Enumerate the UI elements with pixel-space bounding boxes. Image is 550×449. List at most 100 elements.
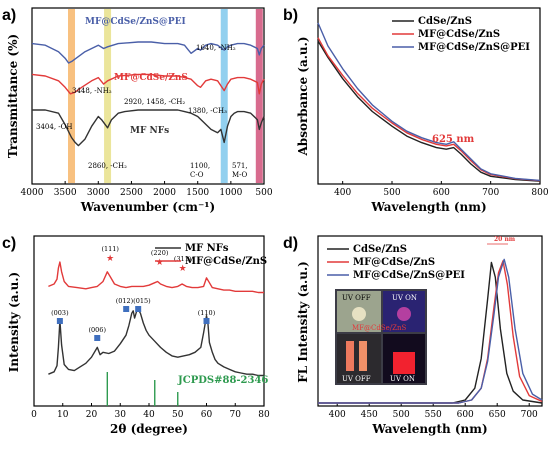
d-xtick-label-3: 550 xyxy=(425,410,442,420)
panel-c-xlabel: 2θ (degree) xyxy=(110,422,188,436)
annotation-1100: 1100, xyxy=(190,162,210,170)
c-square-marker-4 xyxy=(94,335,101,341)
panel-b-ylabel: Absorbance (a.u.) xyxy=(296,36,310,156)
d-series-0 xyxy=(318,261,543,404)
c-series-0 xyxy=(48,307,264,377)
panel-d-label: d) xyxy=(283,235,298,252)
annotation-20nm: 20 nm xyxy=(494,236,516,243)
jcpds-label: JCPDS#88-2346 xyxy=(177,375,268,386)
panel-c: c) 0 10 20 30 40 50 60 70 80 ★(111)★(220)★(311)(… xyxy=(2,235,270,436)
c-xtick-label-3: 30 xyxy=(115,410,127,420)
annotation-625nm: 625 nm xyxy=(432,134,475,145)
c-xtick-label-7: 70 xyxy=(230,410,242,420)
b-xtick-label-2: 600 xyxy=(433,188,450,198)
c-peak-label-6: (110) xyxy=(198,309,216,317)
b-xtick-label-1: 500 xyxy=(383,188,400,198)
a-band-3 xyxy=(255,9,263,183)
d-series-2 xyxy=(318,258,543,404)
a-series-1 xyxy=(31,73,265,95)
c-star-marker-0: ★ xyxy=(106,254,114,264)
inset-vial-1 xyxy=(346,341,354,371)
c-xtick-label-8: 80 xyxy=(258,410,270,420)
d-legend-entry-1: MF@CdSe/ZnS xyxy=(353,257,435,268)
panel-d-xlabel: Wavelength (nm) xyxy=(371,422,487,436)
a-band-1 xyxy=(104,9,112,183)
annotation-1640: 1640, -NH₂ xyxy=(196,44,236,52)
c-peak-label-0: (111) xyxy=(101,245,119,253)
series-label-mfnfs: MF NFs xyxy=(130,126,169,136)
panel-a-frame xyxy=(31,7,265,185)
c-square-marker-5a xyxy=(123,306,130,312)
annotation-571: 571, xyxy=(232,162,248,170)
panel-c-ylabel: Intensity (a.u.) xyxy=(7,272,21,372)
inset-label-uv-off-bottom: UV OFF xyxy=(342,375,371,383)
a-series-2 xyxy=(32,109,265,147)
d-xtick-label-5: 650 xyxy=(489,410,506,420)
a-xtick-label-4: 2000 xyxy=(153,188,176,198)
series-label-mfcdse: MF@CdSe/ZnS xyxy=(114,73,188,83)
b-legend-entry-0: CdSe/ZnS xyxy=(418,16,472,27)
c-xtick-label-6: 60 xyxy=(201,410,213,420)
c-xtick-label-0: 0 xyxy=(31,410,37,420)
a-xtick-label-7: 500 xyxy=(255,188,272,198)
b-xtick-label-3: 700 xyxy=(482,188,499,198)
b-xtick-label-0: 400 xyxy=(334,188,351,198)
inset-label-uv-on-bottom: UV ON xyxy=(390,375,415,383)
annotation-1380: 1380, -CH₃ xyxy=(188,107,227,115)
panel-b-frame xyxy=(317,7,541,185)
panel-b-xlabel: Wavelength (nm) xyxy=(370,200,486,214)
panel-a: a) 4000 3500 3000 2500 2000 1500 1000 500 Waven… xyxy=(2,7,273,214)
b-legend-entry-1: MF@CdSe/ZnS xyxy=(418,29,500,40)
b-series-2 xyxy=(317,22,541,182)
c-legend-entry-0: MF NFs xyxy=(185,243,229,254)
panel-c-label: c) xyxy=(2,235,16,252)
d-xtick-label-6: 700 xyxy=(521,410,538,420)
d-xtick-label-1: 450 xyxy=(361,410,378,420)
c-xtick-label-2: 20 xyxy=(86,410,98,420)
d-legend-entry-2: MF@CdSe/ZnS@PEI xyxy=(353,270,465,281)
panel-d-frame xyxy=(317,235,543,407)
series-label-pei: MF@CdSe/ZnS@PEI xyxy=(85,17,186,27)
c-peak-label-1: (220) xyxy=(151,249,169,257)
annotation-2860: 2860, -CH₂ xyxy=(88,162,127,170)
panel-a-xlabel: Wavenumber (cm⁻¹) xyxy=(80,200,215,214)
d-xtick-label-4: 600 xyxy=(457,410,474,420)
c-peak-label-5: (012)(015) xyxy=(116,297,151,305)
a-series-0 xyxy=(31,41,265,64)
annotation-3448: 3448, -NH₂ xyxy=(72,87,112,95)
annotation-3404: 3404, -OH xyxy=(36,123,72,131)
c-xtick-label-1: 10 xyxy=(57,410,69,420)
inset-glow xyxy=(393,352,415,374)
inset-photo: UV OFF UV ON MF@CdSe/ZnS UV OFF UV ON xyxy=(335,289,427,385)
c-square-marker-3 xyxy=(56,318,63,324)
c-star-marker-2: ★ xyxy=(179,264,187,274)
c-peak-label-4: (006) xyxy=(89,326,107,334)
panel-b: b) 400 500 600 700 800 Wavelength (nm) Absor… xyxy=(283,7,549,214)
annotation-c-o: C-O xyxy=(190,171,204,179)
c-square-marker-5b xyxy=(135,306,142,312)
c-square-marker-6 xyxy=(203,318,210,324)
b-series-0 xyxy=(317,40,541,182)
panel-a-ylabel: Transmittance (%) xyxy=(6,34,20,158)
panel-d: d) 400 450 500 550 600 650 700 CdSe/ZnS MF@CdSe… xyxy=(283,235,543,436)
a-xtick-label-0: 4000 xyxy=(21,188,44,198)
panel-b-label: b) xyxy=(283,7,298,24)
c-legend-entry-1: MF@CdSe/ZnS xyxy=(185,256,267,267)
a-xtick-label-5: 1500 xyxy=(186,188,209,198)
a-xtick-label-2: 3000 xyxy=(87,188,110,198)
c-star-marker-1: ★ xyxy=(156,258,164,268)
inset-sample-on-top xyxy=(397,307,411,321)
a-xtick-label-6: 1000 xyxy=(219,188,242,198)
d-xtick-label-2: 500 xyxy=(393,410,410,420)
annotation-m-o: M-O xyxy=(232,171,248,179)
a-band-0 xyxy=(68,9,76,183)
panel-a-label: a) xyxy=(2,7,16,24)
c-xtick-label-5: 50 xyxy=(172,410,184,420)
d-legend-entry-0: CdSe/ZnS xyxy=(353,244,407,255)
c-peak-label-2: (311) xyxy=(174,255,192,263)
b-xtick-label-4: 800 xyxy=(531,188,548,198)
inset-vial-2 xyxy=(359,341,367,371)
a-xtick-label-3: 2500 xyxy=(120,188,143,198)
c-peak-label-3: (003) xyxy=(51,309,69,317)
